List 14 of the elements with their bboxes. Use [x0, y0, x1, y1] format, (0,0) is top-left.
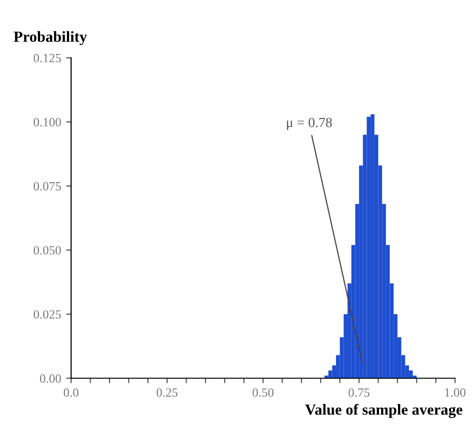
- annotation: μ = 0.78: [287, 118, 332, 130]
- y-tick-label: 0.075: [34, 182, 61, 191]
- y-tick-label: 0.025: [34, 310, 61, 319]
- x-tick-label: 0.50: [252, 388, 274, 397]
- y-tick-label: 0.125: [34, 54, 61, 62]
- x-tick-label: 0.75: [348, 388, 370, 397]
- y-tick-label: 0.050: [34, 246, 61, 255]
- y-axis-title: Probability: [14, 31, 87, 46]
- x-tick-label: 0.0: [64, 388, 78, 397]
- y-tick-label: 0.00: [40, 374, 61, 383]
- x-tick-label: 1.00: [445, 388, 466, 397]
- x-tick-label: 0.25: [156, 388, 178, 397]
- x-axis-title: Value of sample average: [305, 404, 462, 418]
- y-tick-label: 0.100: [34, 118, 61, 126]
